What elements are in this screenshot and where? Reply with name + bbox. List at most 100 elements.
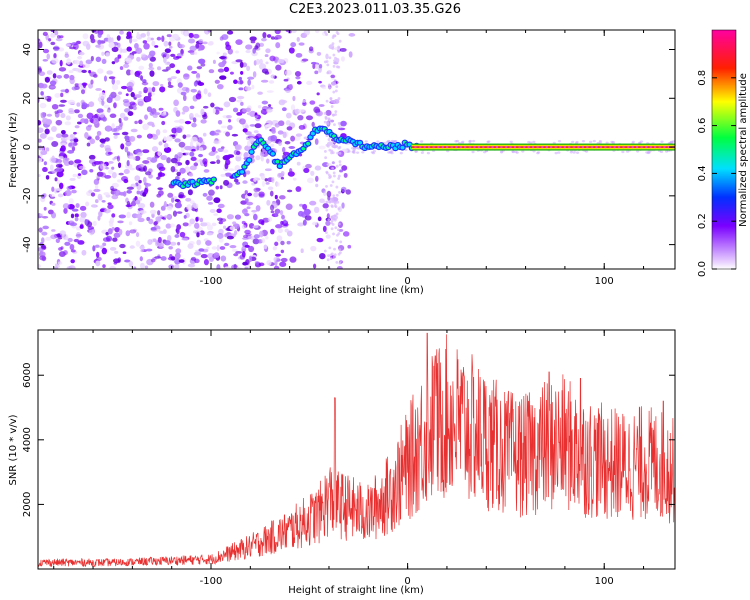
noise-blob xyxy=(297,115,304,121)
signal-blob-inner xyxy=(310,131,315,136)
noise-blob xyxy=(217,68,225,73)
noise-blob xyxy=(250,40,256,44)
noise-blob xyxy=(114,250,119,254)
noise-blob xyxy=(277,228,283,234)
noise-blob xyxy=(273,265,280,269)
noise-blob xyxy=(92,245,96,252)
signal-band-dot xyxy=(563,145,566,149)
noise-blob xyxy=(109,265,117,269)
noise-blob xyxy=(279,209,284,216)
noise-blob xyxy=(557,139,562,143)
noise-blob xyxy=(142,40,148,44)
noise-blob xyxy=(270,74,276,79)
noise-blob xyxy=(167,81,172,86)
noise-blob xyxy=(280,176,284,180)
noise-blob xyxy=(149,201,155,208)
noise-blob xyxy=(55,37,63,42)
noise-blob xyxy=(103,192,110,196)
noise-blob xyxy=(120,48,128,53)
page-title: C2E3.2023.011.03.35.G26 xyxy=(288,2,462,17)
noise-blob xyxy=(269,204,275,211)
noise-blob xyxy=(241,208,248,215)
noise-blob xyxy=(245,136,250,141)
noise-blob xyxy=(99,245,105,249)
noise-blob xyxy=(193,51,198,55)
signal-band-dot xyxy=(640,145,643,149)
noise-blob xyxy=(327,218,331,222)
noise-blob xyxy=(94,184,99,190)
noise-blob xyxy=(77,55,83,60)
noise-blob xyxy=(303,167,310,173)
noise-blob xyxy=(233,178,239,183)
noise-blob xyxy=(177,82,183,88)
noise-blob xyxy=(98,195,103,201)
noise-blob xyxy=(203,105,209,109)
noise-blob xyxy=(372,150,377,153)
noise-blob xyxy=(279,195,286,200)
noise-blob xyxy=(149,111,155,116)
noise-blob xyxy=(111,213,116,218)
noise-blob xyxy=(336,32,340,36)
noise-blob xyxy=(335,57,340,63)
noise-blob xyxy=(39,133,47,139)
noise-blob xyxy=(126,186,134,190)
colorbar-tick-label: 0.4 xyxy=(697,165,708,181)
noise-blob xyxy=(75,68,83,73)
noise-blob xyxy=(64,157,70,161)
noise-blob xyxy=(213,197,221,204)
noise-blob xyxy=(327,254,330,258)
noise-blob xyxy=(252,47,256,54)
noise-blob xyxy=(339,47,347,52)
noise-blob xyxy=(215,155,220,160)
noise-blob xyxy=(226,115,232,119)
signal-band-dot xyxy=(662,145,666,149)
noise-blob xyxy=(331,166,334,170)
signal-band-dot xyxy=(631,145,634,149)
noise-blob xyxy=(161,120,166,126)
noise-blob xyxy=(261,180,266,187)
noise-blob xyxy=(57,261,63,265)
noise-blob xyxy=(238,76,242,81)
noise-blob xyxy=(152,114,158,119)
noise-blob xyxy=(325,234,331,239)
noise-blob xyxy=(223,179,230,186)
noise-blob xyxy=(68,160,74,166)
noise-blob xyxy=(118,117,122,124)
noise-blob xyxy=(194,113,199,118)
noise-blob xyxy=(76,102,81,107)
noise-blob xyxy=(208,69,215,74)
noise-blob xyxy=(95,244,100,248)
noise-blob xyxy=(141,81,149,86)
noise-blob xyxy=(471,150,475,154)
noise-blob xyxy=(266,90,274,93)
noise-blob xyxy=(184,145,192,151)
noise-blob xyxy=(219,246,226,250)
noise-blob xyxy=(158,172,166,177)
noise-blob xyxy=(196,77,200,82)
noise-blob xyxy=(160,154,168,161)
noise-blob xyxy=(303,136,309,140)
signal-band-dot xyxy=(432,145,435,149)
noise-blob xyxy=(110,188,118,192)
noise-blob xyxy=(284,140,291,145)
noise-blob xyxy=(160,205,166,211)
noise-blob xyxy=(333,253,337,257)
noise-blob xyxy=(291,30,297,34)
noise-blob xyxy=(228,96,237,103)
noise-blob xyxy=(58,182,64,190)
noise-blob xyxy=(314,70,319,75)
signal-blob-inner xyxy=(211,177,216,182)
noise-blob xyxy=(138,102,144,107)
noise-blob xyxy=(54,110,59,114)
noise-blob xyxy=(89,168,94,173)
noise-blob xyxy=(235,50,239,54)
noise-blob xyxy=(111,194,119,200)
noise-blob xyxy=(334,226,338,230)
signal-band-dot xyxy=(577,145,580,149)
noise-blob xyxy=(229,71,234,75)
noise-blob xyxy=(71,208,79,212)
signal-band-dot xyxy=(531,145,535,149)
noise-blob xyxy=(318,145,326,150)
noise-blob xyxy=(38,119,42,126)
signal-band-dot xyxy=(513,145,517,149)
